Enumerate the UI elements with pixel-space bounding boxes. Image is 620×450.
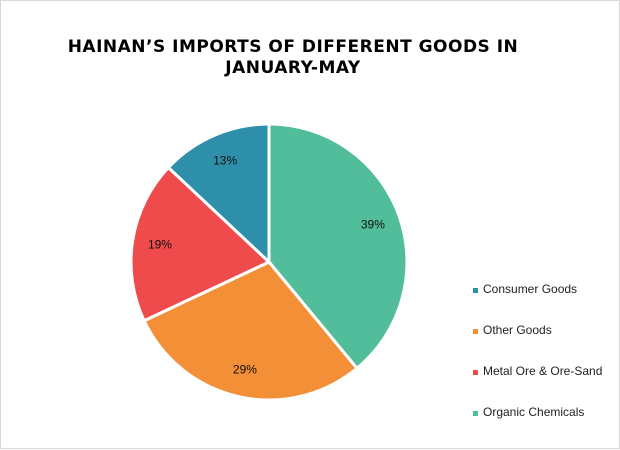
legend-swatch: [473, 370, 478, 375]
legend-swatch: [473, 411, 478, 416]
pie-data-label: 13%: [213, 154, 237, 168]
pie-data-label: 39%: [361, 218, 385, 232]
pie-slice-metal-ore-ore-sand: [129, 166, 271, 323]
pie-slice-consumer-goods: [267, 122, 409, 370]
legend-label: Metal Ore & Ore-Sand: [483, 364, 603, 378]
chart-title-line-1: HAINAN’S IMPORTS OF DIFFERENT GOODS IN: [67, 37, 519, 57]
pie-slice-organic-chemicals: [166, 122, 271, 264]
legend-label: Other Goods: [483, 323, 552, 337]
chart-title-line-2: JANUARY-MAY: [225, 58, 361, 78]
pie-data-label: 29%: [233, 363, 257, 377]
chart-title: HAINAN’S IMPORTS OF DIFFERENT GOODS IN J…: [1, 37, 585, 79]
legend-label: Organic Chemicals: [483, 405, 585, 419]
legend-swatch: [473, 288, 478, 293]
legend-swatch: [473, 329, 478, 334]
pie-data-label: 19%: [148, 238, 172, 252]
legend-label: Consumer Goods: [483, 282, 578, 296]
